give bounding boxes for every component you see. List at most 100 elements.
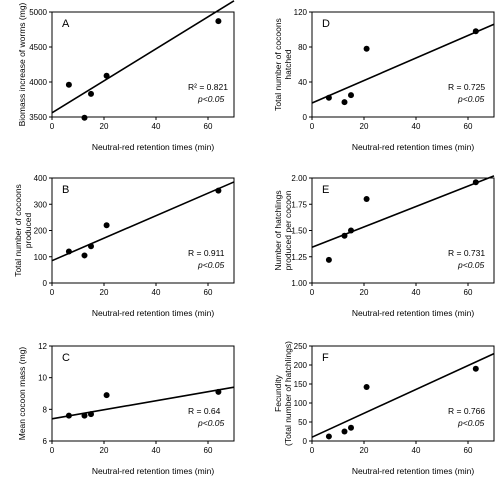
y-tick-label: 8 xyxy=(43,405,48,414)
y-axis-label-line2: hatched xyxy=(283,49,293,80)
y-axis-label-line2: produced per cocoon xyxy=(283,190,293,270)
p-value-label: p<0.05 xyxy=(457,418,485,428)
regression-line xyxy=(51,181,235,262)
y-axis-label: Total number of cocoons xyxy=(273,18,283,111)
data-point xyxy=(88,411,94,418)
panel-d: 0 20 40 60 0 40 80 120 D R = 0.725 p<0.05 Neutral-r… xyxy=(273,8,495,152)
p-value-label: p<0.05 xyxy=(197,260,225,270)
x-tick-label: 40 xyxy=(412,288,421,297)
x-tick-label: 20 xyxy=(100,122,109,131)
x-tick-label: 20 xyxy=(360,288,369,297)
regression-line xyxy=(311,352,495,438)
plot-frame xyxy=(311,11,495,118)
data-point xyxy=(341,99,348,106)
x-tick-label: 0 xyxy=(50,122,55,131)
y-axis-label: Number of hatchlings xyxy=(273,190,283,270)
plot-frame xyxy=(311,345,495,442)
data-point xyxy=(325,94,332,101)
y-tick-label: 1.00 xyxy=(291,279,307,288)
data-point xyxy=(472,365,479,372)
data-point xyxy=(348,227,354,234)
y-tick-label: 1.25 xyxy=(291,253,307,262)
x-tick-label: 20 xyxy=(360,446,369,455)
stat-label: R = 0.64 xyxy=(188,406,221,416)
stat-label: R² = 0.821 xyxy=(188,82,228,92)
y-tick-label: 6 xyxy=(43,437,48,446)
data-point xyxy=(65,81,72,88)
y-tick-label: 100 xyxy=(294,399,308,408)
panel-letter: E xyxy=(322,184,329,196)
panel-b: 0 20 40 60 0 100 200 300 400 B R = 0.911 p<0.05 Neut… xyxy=(13,174,235,318)
y-axis-label: Fecundity xyxy=(273,374,283,412)
y-tick-label: 100 xyxy=(34,253,48,262)
y-tick-label: 2.00 xyxy=(291,174,307,183)
y-axis-label-line2: (Total number of hatchlings) xyxy=(283,341,293,446)
plot-frame xyxy=(51,345,235,442)
panel-a: 0 20 40 60 3500 4000 4500 5000 A R² = 0.821 p<0.05… xyxy=(17,0,235,152)
data-point xyxy=(215,388,222,395)
y-tick-label: 0 xyxy=(43,279,48,288)
stat-label: R = 0.725 xyxy=(448,82,485,92)
plot-frame xyxy=(51,11,235,118)
stat-label: R = 0.766 xyxy=(448,406,485,416)
data-point xyxy=(325,256,332,263)
data-point xyxy=(88,90,94,97)
data-point xyxy=(341,232,348,239)
regression-line xyxy=(311,175,495,249)
y-tick-label: 400 xyxy=(34,174,48,183)
data-point xyxy=(363,196,370,202)
data-point xyxy=(472,179,479,186)
x-tick-label: 0 xyxy=(310,122,315,131)
p-value-label: p<0.05 xyxy=(197,418,225,428)
x-tick-label: 0 xyxy=(310,446,315,455)
x-axis-label: Neutral-red retention times (min) xyxy=(352,466,475,476)
data-point xyxy=(363,384,370,391)
y-tick-label: 200 xyxy=(34,227,48,236)
y-tick-label: 150 xyxy=(294,380,308,389)
y-axis-label: Biomass increase of worms (mg) xyxy=(17,2,27,126)
x-tick-label: 40 xyxy=(152,288,161,297)
data-point xyxy=(65,248,72,255)
y-tick-label: 50 xyxy=(298,418,307,427)
data-point xyxy=(348,424,354,431)
y-tick-label: 250 xyxy=(294,342,308,351)
x-axis-label: Neutral-red retention times (min) xyxy=(352,142,475,152)
x-axis-label: Neutral-red retention times (min) xyxy=(92,466,215,476)
x-tick-label: 40 xyxy=(152,122,161,131)
data-point xyxy=(88,243,94,250)
y-tick-label: 4000 xyxy=(29,78,47,87)
panel-letter: B xyxy=(62,184,69,196)
y-tick-label: 40 xyxy=(298,78,307,87)
y-axis-label: Total number of cocoons xyxy=(13,184,23,277)
y-tick-label: 5000 xyxy=(29,8,47,17)
data-point xyxy=(81,252,88,259)
x-tick-label: 20 xyxy=(100,288,109,297)
x-tick-label: 0 xyxy=(50,446,55,455)
panel-letter: D xyxy=(322,18,330,30)
x-tick-label: 60 xyxy=(204,446,213,455)
y-tick-label: 0 xyxy=(303,113,308,122)
y-tick-label: 300 xyxy=(34,200,48,209)
x-axis-label: Neutral-red retention times (min) xyxy=(352,308,475,318)
x-tick-label: 0 xyxy=(310,288,315,297)
x-tick-label: 60 xyxy=(464,446,473,455)
data-point xyxy=(472,28,479,35)
data-point xyxy=(81,114,88,121)
y-axis-label-line2: produced xyxy=(23,213,33,249)
p-value-label: p<0.05 xyxy=(197,94,225,104)
y-axis-label: Mean cocoon mass (mg) xyxy=(17,347,27,441)
panel-letter: A xyxy=(62,18,70,30)
regression-line xyxy=(51,386,235,420)
data-point xyxy=(363,45,370,52)
data-point xyxy=(65,412,72,419)
p-value-label: p<0.05 xyxy=(457,260,485,270)
stat-label: R = 0.911 xyxy=(188,248,225,258)
regression-line xyxy=(51,0,235,114)
data-point xyxy=(81,412,88,419)
data-point xyxy=(348,92,354,99)
y-tick-label: 0 xyxy=(303,437,308,446)
x-tick-label: 20 xyxy=(360,122,369,131)
x-tick-label: 40 xyxy=(152,446,161,455)
x-tick-label: 60 xyxy=(464,122,473,131)
